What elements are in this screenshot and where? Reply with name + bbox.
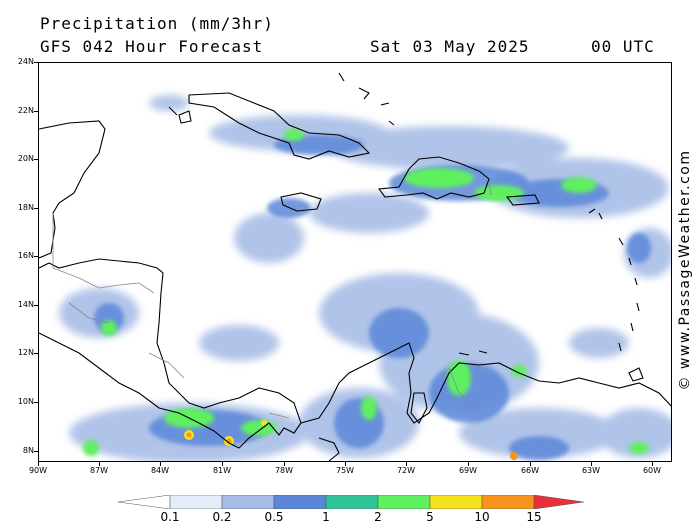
lon-tick bbox=[38, 462, 39, 466]
lon-tick bbox=[468, 462, 469, 466]
precipitation-map bbox=[38, 62, 672, 462]
isle-of-youth-coast bbox=[178, 110, 192, 124]
coastlines bbox=[39, 72, 671, 461]
colorbar-label-1: 1 bbox=[322, 510, 330, 524]
lat-label-20n: 20N bbox=[17, 154, 34, 163]
lon-tick bbox=[160, 462, 161, 466]
colorbar-segment-2-5 bbox=[377, 495, 431, 509]
precipitation-colorbar bbox=[118, 495, 584, 509]
country-borders bbox=[52, 182, 492, 419]
colorbar-label-5: 5 bbox=[426, 510, 434, 524]
lon-tick bbox=[345, 462, 346, 466]
yucatan-coast bbox=[39, 120, 106, 259]
precip-heavy-layer bbox=[184, 420, 518, 460]
lat-tick bbox=[34, 111, 38, 112]
lat-label-18n: 18N bbox=[17, 203, 34, 212]
lat-tick bbox=[34, 159, 38, 160]
colorbar-segment-0.1-0.2 bbox=[169, 495, 223, 509]
lat-tick bbox=[34, 256, 38, 257]
map-canvas bbox=[39, 72, 671, 461]
lon-tick bbox=[222, 462, 223, 466]
colorbar-segment-10-15 bbox=[481, 495, 535, 509]
lon-tick bbox=[652, 462, 653, 466]
colorbar-segment-0.2-0.5 bbox=[221, 495, 275, 509]
copyright-credit: © www.PassageWeather.com bbox=[674, 149, 696, 391]
lake-maracaibo bbox=[410, 392, 428, 424]
lat-label-12n: 12N bbox=[17, 348, 34, 357]
lon-tick bbox=[406, 462, 407, 466]
lon-label-87w: 87W bbox=[89, 466, 109, 475]
lon-label-69w: 69W bbox=[458, 466, 478, 475]
lat-tick bbox=[34, 402, 38, 403]
lat-tick bbox=[34, 305, 38, 306]
colorbar-label-10: 10 bbox=[474, 510, 490, 524]
jamaica-coast bbox=[280, 192, 322, 212]
colorbar-segment-gt-15 bbox=[533, 495, 584, 509]
colorbar-segment-lt-0.1 bbox=[118, 495, 171, 509]
lat-label-10n: 10N bbox=[17, 397, 34, 406]
lat-tick bbox=[34, 208, 38, 209]
lon-label-66w: 66W bbox=[520, 466, 540, 475]
lon-label-81w: 81W bbox=[212, 466, 232, 475]
lat-tick bbox=[34, 451, 38, 452]
puerto-rico-coast bbox=[505, 194, 540, 206]
lat-tick bbox=[34, 62, 38, 63]
lat-label-8n: 8N bbox=[22, 446, 34, 455]
lat-label-22n: 22N bbox=[17, 106, 34, 115]
hispaniola-coast bbox=[377, 156, 490, 200]
lon-label-63w: 63W bbox=[581, 466, 601, 475]
credit-text: © www.PassageWeather.com bbox=[677, 149, 693, 391]
colorbar-label-15: 15 bbox=[526, 510, 542, 524]
colorbar-label-0.2: 0.2 bbox=[212, 510, 232, 524]
lon-label-90w: 90W bbox=[28, 466, 48, 475]
lat-label-14n: 14N bbox=[17, 300, 34, 309]
forecast-time-label: 00 UTC bbox=[591, 37, 655, 56]
cuba-coast bbox=[188, 92, 371, 160]
lon-tick bbox=[591, 462, 592, 466]
lon-label-72w: 72W bbox=[396, 466, 416, 475]
lat-label-16n: 16N bbox=[17, 251, 34, 260]
lat-tick bbox=[34, 353, 38, 354]
colorbar-segment-0.5-1 bbox=[273, 495, 327, 509]
precip-green-layer bbox=[83, 129, 649, 456]
lon-tick bbox=[530, 462, 531, 466]
lat-label-24n: 24N bbox=[17, 57, 34, 66]
lon-tick bbox=[284, 462, 285, 466]
central-america-coast bbox=[39, 258, 302, 449]
lon-label-78w: 78W bbox=[274, 466, 294, 475]
colorbar-label-0.5: 0.5 bbox=[264, 510, 284, 524]
forecast-hour-label: GFS 042 Hour Forecast bbox=[40, 37, 264, 56]
forecast-date-label: Sat 03 May 2025 bbox=[370, 37, 530, 56]
colorbar-label-2: 2 bbox=[374, 510, 382, 524]
lon-label-84w: 84W bbox=[150, 466, 170, 475]
lon-label-75w: 75W bbox=[335, 466, 355, 475]
trinidad-coast bbox=[628, 367, 644, 382]
colorbar-segment-5-10 bbox=[429, 495, 483, 509]
south-america-coast bbox=[300, 342, 671, 424]
colorbar-segment-1-2 bbox=[325, 495, 379, 509]
map-title: Precipitation (mm/3hr) bbox=[40, 14, 274, 33]
lon-tick bbox=[99, 462, 100, 466]
lon-label-60w: 60W bbox=[642, 466, 662, 475]
colorbar-label-0.1: 0.1 bbox=[160, 510, 180, 524]
